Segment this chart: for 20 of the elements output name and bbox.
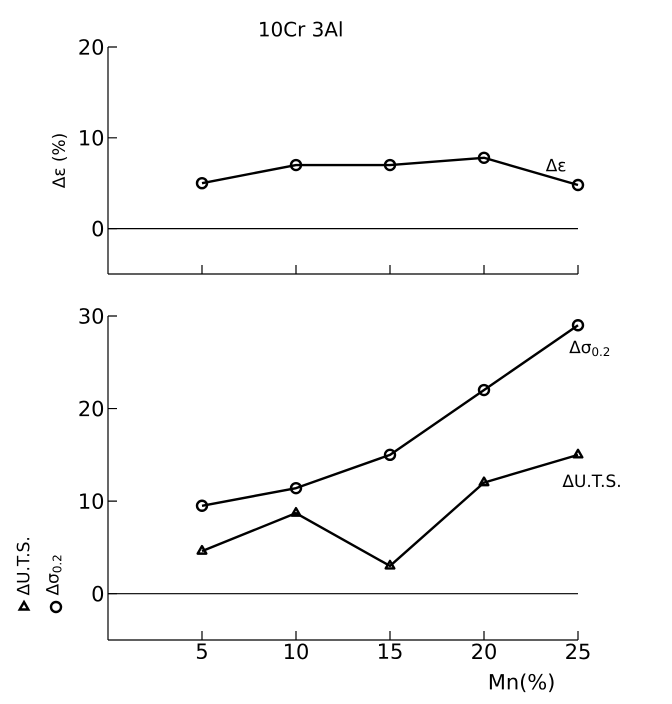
text: ΔU.T.S.	[16, 538, 30, 596]
x-tick-label: 10	[284, 644, 308, 660]
x-tick-label: 25	[566, 644, 590, 660]
series-label: ΔU.T.S.	[562, 474, 620, 488]
series-label: Δσ$_{0.2}$	[569, 340, 610, 356]
x-tick-label: 5	[196, 644, 207, 660]
text: Δσ$_{0.2}$	[46, 555, 62, 596]
x-tick-label: 15	[378, 644, 402, 660]
y-tick-label: 10	[80, 130, 104, 146]
y-tick-label: 10	[80, 493, 104, 510]
y-axis-title: Δε (%)	[52, 134, 68, 188]
y-tick-label: 20	[79, 400, 104, 416]
chart-title: 10Cr 3Al	[260, 21, 342, 37]
series-label: Δε	[546, 158, 566, 172]
x-tick-label: 20	[472, 644, 496, 660]
y-tick-label: 30	[79, 308, 104, 324]
y-tick-label: 20	[79, 39, 104, 55]
y-tick-label: 0	[92, 220, 104, 237]
y-tick-label: 0	[92, 586, 104, 602]
x-axis-title: Mn(%)	[490, 674, 554, 692]
